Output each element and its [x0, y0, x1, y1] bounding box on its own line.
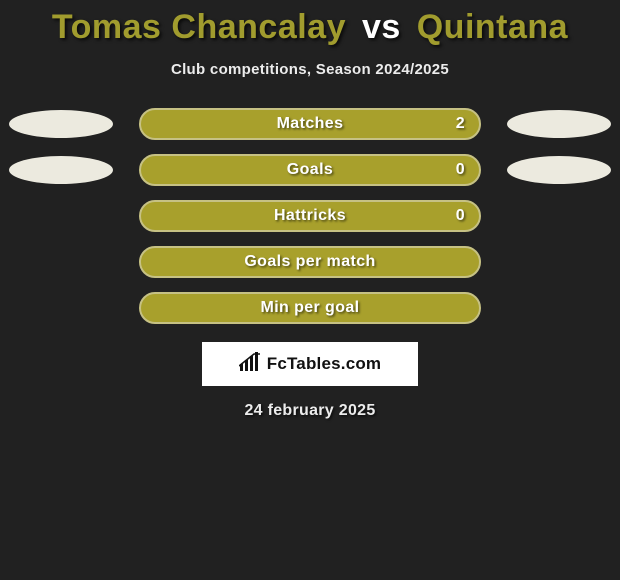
player1-name: Tomas Chancalay: [52, 8, 346, 46]
credit-box: FcTables.com: [202, 342, 418, 386]
stat-bar: Min per goal: [139, 292, 481, 324]
left-ellipse: [9, 110, 113, 138]
date-text: 24 february 2025: [0, 402, 620, 420]
stat-bar: Goals per match: [139, 246, 481, 278]
stat-row: Goals per match: [0, 246, 620, 278]
right-ellipse: [507, 156, 611, 184]
stat-value: 2: [456, 115, 465, 133]
stats-container: Matches 2 Goals 0 Hattricks 0 Goals per match M…: [0, 108, 620, 324]
stat-row: Hattricks 0: [0, 200, 620, 232]
stat-value: 0: [456, 207, 465, 225]
stat-label: Matches: [277, 115, 344, 133]
stat-value: 0: [456, 161, 465, 179]
left-ellipse: [9, 156, 113, 184]
stat-row: Goals 0: [0, 154, 620, 186]
stat-label: Goals per match: [244, 253, 375, 271]
player2-name: Quintana: [417, 8, 568, 46]
comparison-title: Tomas Chancalay vs Quintana: [0, 0, 620, 47]
stat-row: Min per goal: [0, 292, 620, 324]
stat-label: Hattricks: [274, 207, 346, 225]
stat-label: Min per goal: [260, 299, 359, 317]
right-ellipse: [507, 110, 611, 138]
stat-row: Matches 2: [0, 108, 620, 140]
vs-text: vs: [362, 8, 401, 46]
credit-text: FcTables.com: [267, 354, 382, 374]
stat-label: Goals: [287, 161, 333, 179]
chart-icon: [239, 352, 261, 377]
subtitle: Club competitions, Season 2024/2025: [0, 61, 620, 78]
stat-bar: Hattricks 0: [139, 200, 481, 232]
stat-bar: Matches 2: [139, 108, 481, 140]
stat-bar: Goals 0: [139, 154, 481, 186]
